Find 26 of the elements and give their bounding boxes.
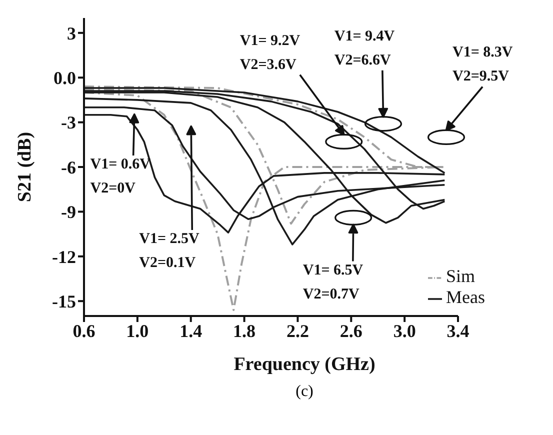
annotation: V1= 9.2V V2=3.6V [240, 32, 300, 73]
legend-label: Meas [446, 287, 485, 307]
y-tick-label: -15 [52, 291, 76, 312]
x-tick-label: 1.0 [126, 320, 149, 341]
y-tick-label: -3 [61, 112, 76, 133]
annotation: V1= 8.3V V2=9.5V [452, 44, 513, 85]
x-tick-label: 3.4 [446, 320, 470, 341]
y-tick-label: 3 [67, 23, 76, 44]
x-tick-label: 2.6 [340, 320, 362, 341]
y-tick-label: -9 [61, 202, 76, 222]
annotation: V1= 6.5V V2=0.7V [302, 262, 364, 302]
y-tick-label: 0.0 [54, 68, 76, 88]
legend-label: Sim [446, 266, 476, 286]
annotation: V1= 0.6V V2=0V [90, 156, 151, 196]
x-tick-label: 3.0 [393, 320, 416, 341]
text: (c) [296, 383, 314, 400]
x-axis-title: Frequency (GHz) [234, 354, 376, 375]
x-tick-label: 0.6 [72, 320, 96, 341]
y-axis-title: S21 (dB) [14, 132, 36, 202]
x-tick-label: 2.2 [286, 320, 309, 341]
annotation: V1= 9.4V V2=6.6V [334, 28, 395, 68]
y-tick-label: -6 [61, 157, 76, 178]
x-tick-label: 1.8 [233, 320, 256, 341]
x-tick-label: 1.4 [180, 320, 202, 341]
y-tick-label: -12 [52, 246, 76, 267]
annotation: V1= 2.5V V2=0.1V [139, 230, 200, 271]
